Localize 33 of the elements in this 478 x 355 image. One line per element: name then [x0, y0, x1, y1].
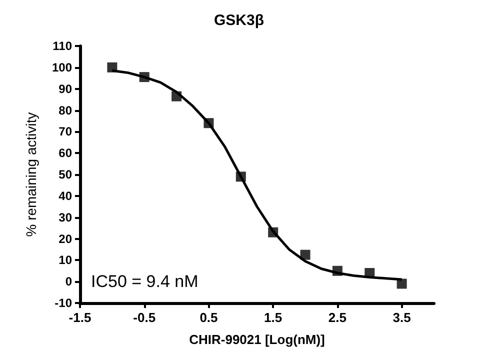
point: [107, 62, 118, 72]
y-tick-label: 20: [58, 232, 72, 246]
y-tick-label: 10: [58, 253, 72, 268]
y-tick-label: 100: [52, 60, 72, 74]
point: [332, 266, 342, 276]
point: [236, 172, 246, 182]
point: [396, 278, 407, 289]
point: [204, 118, 214, 128]
chart-title: GSK3β: [214, 12, 264, 29]
point: [300, 250, 310, 260]
point: [172, 91, 182, 102]
y-tick-label: 110: [52, 39, 72, 53]
x-tick-label: 2.5: [328, 310, 346, 325]
point: [139, 72, 150, 82]
x-tick-label: 1.5: [264, 310, 282, 325]
point: [268, 227, 278, 238]
y-tick-label: 70: [58, 124, 72, 139]
x-tick-label: 0.5: [200, 310, 218, 325]
x-tick-label: -0.5: [133, 310, 156, 325]
y-tick-label: 50: [58, 168, 72, 182]
y-tick-label: 60: [58, 146, 72, 160]
x-tick-label: 3.5: [392, 310, 411, 325]
y-tick-label: 80: [58, 103, 72, 118]
x-axis-title: CHIR-99021 [Log(nM)]: [189, 332, 325, 347]
x-tick-label: -1.5: [68, 310, 92, 325]
y-tick-label: 40: [58, 188, 72, 203]
point: [364, 268, 375, 278]
y-tick-label: 30: [58, 210, 72, 224]
y-axis-title: % remaining activity: [23, 112, 39, 237]
y-tick-label: 0: [65, 274, 72, 289]
annotation: IC50 = 9.4 nM: [91, 272, 198, 291]
y-tick-label: 90: [58, 82, 72, 96]
y-tick-label: -10: [54, 296, 72, 310]
